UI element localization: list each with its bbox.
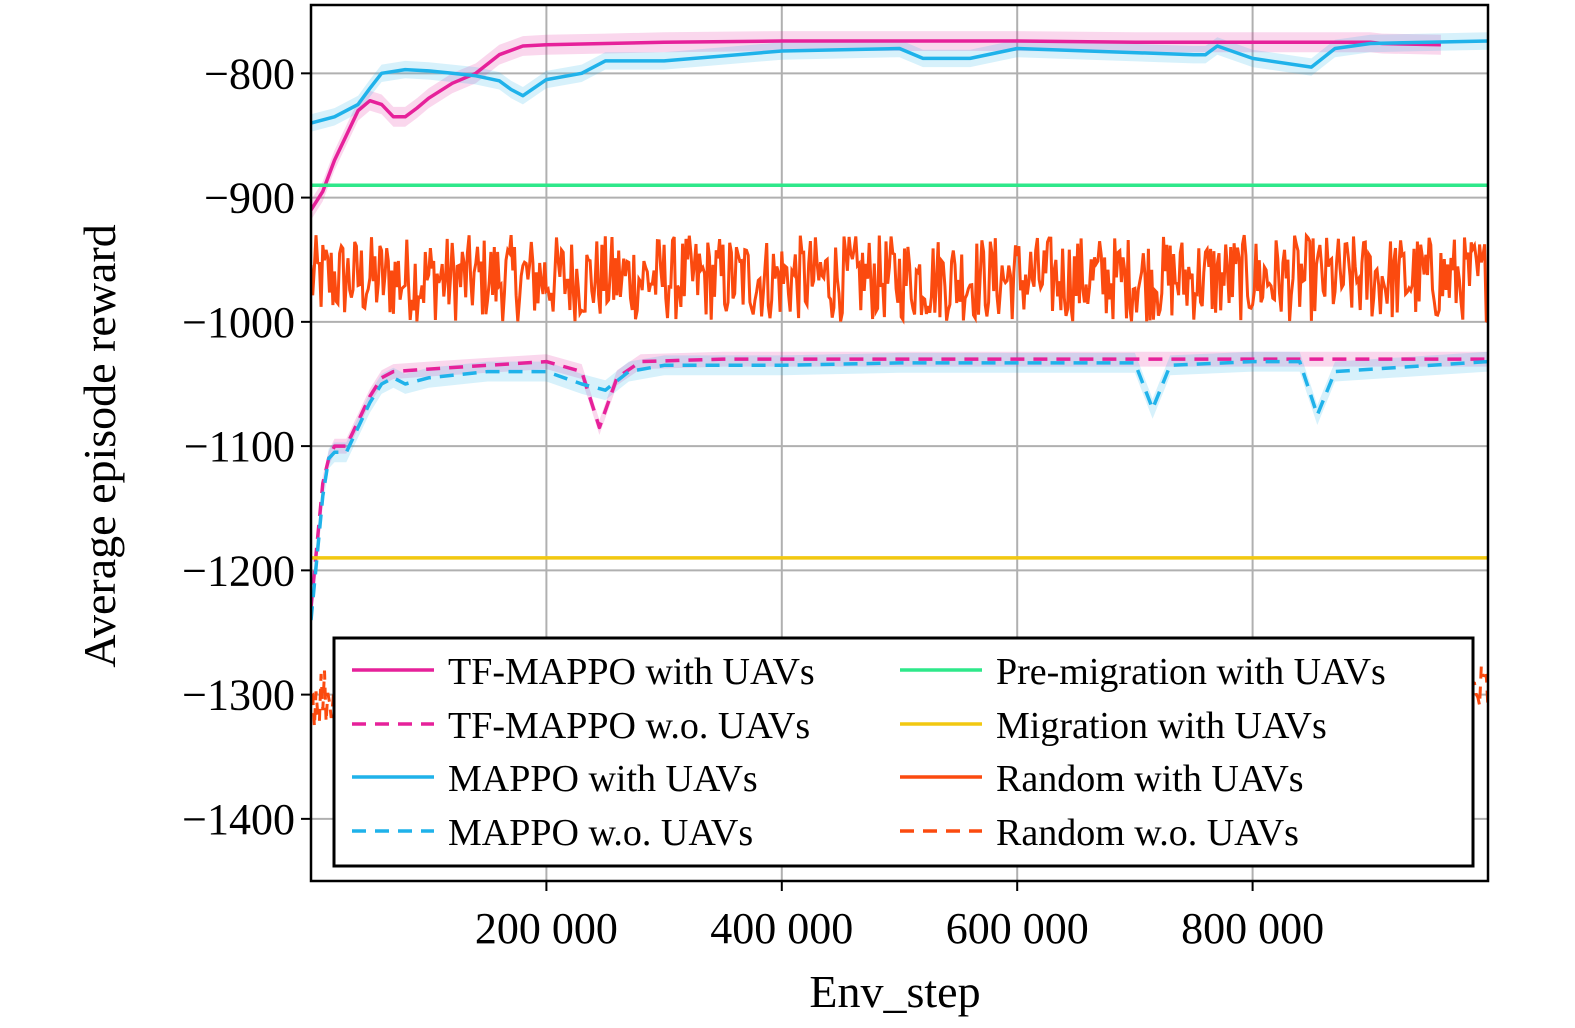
series-line-mappo-with-uavs bbox=[311, 39, 1488, 125]
x-tick-label: 400 000 bbox=[710, 904, 853, 953]
series-lines bbox=[311, 39, 1488, 734]
plot-frame bbox=[309, 3, 1490, 883]
band-tf-mappo-with-uavs bbox=[311, 31, 1441, 220]
band-mappo-w-o-uavs bbox=[311, 351, 1488, 630]
legend-box bbox=[332, 636, 1475, 868]
x-tick-label: 200 000 bbox=[475, 904, 618, 953]
band-tf-mappo-w-o-uavs bbox=[311, 351, 1488, 616]
legend-label-random-with-uavs: Random with UAVs bbox=[996, 758, 1304, 800]
legend-label-mappo-w-o-uavs: MAPPO w.o. UAVs bbox=[448, 812, 753, 854]
confidence-bands bbox=[311, 31, 1488, 630]
y-tick-label: −900 bbox=[204, 174, 295, 223]
y-tick-label: −1200 bbox=[182, 546, 295, 595]
series-line-random-with-uavs bbox=[311, 231, 1488, 325]
legend-label-random-w-o-uavs: Random w.o. UAVs bbox=[996, 812, 1299, 854]
y-tick-label: −800 bbox=[204, 49, 295, 98]
series-line-tf-mappo-w-o-uavs bbox=[311, 357, 1488, 608]
series-line-tf-mappo-with-uavs bbox=[311, 39, 1441, 211]
legend-label-migration-with-uavs: Migration with UAVs bbox=[996, 705, 1327, 747]
y-tick-label: −1100 bbox=[184, 422, 295, 471]
y-tick-label: −1300 bbox=[182, 671, 295, 720]
series-line-mappo-w-o-uavs bbox=[311, 359, 1488, 621]
x-tick-label: 800 000 bbox=[1181, 904, 1324, 953]
y-axis-title: Average episode reward bbox=[74, 224, 125, 668]
legend-label-tf-mappo-w-o-uavs: TF-MAPPO w.o. UAVs bbox=[448, 705, 810, 747]
band-mappo-with-uavs bbox=[311, 32, 1488, 132]
legend-label-pre-migration-with-uavs: Pre-migration with UAVs bbox=[996, 651, 1386, 693]
axis-ticks: 200 000 400 000 600 000 800 000 −800 −900 −100… bbox=[182, 49, 1324, 953]
legend: TF-MAPPO with UAVs TF-MAPPO w.o. UAVs MAPP… bbox=[332, 636, 1475, 868]
legend-label-mappo-with-uavs: MAPPO with UAVs bbox=[448, 758, 758, 800]
x-axis-title: Env_step bbox=[809, 966, 980, 1017]
legend-label-tf-mappo-with-uavs: TF-MAPPO with UAVs bbox=[448, 651, 815, 693]
y-tick-label: −1400 bbox=[182, 795, 295, 844]
y-tick-label: −1000 bbox=[182, 298, 295, 347]
x-tick-label: 600 000 bbox=[946, 904, 1089, 953]
